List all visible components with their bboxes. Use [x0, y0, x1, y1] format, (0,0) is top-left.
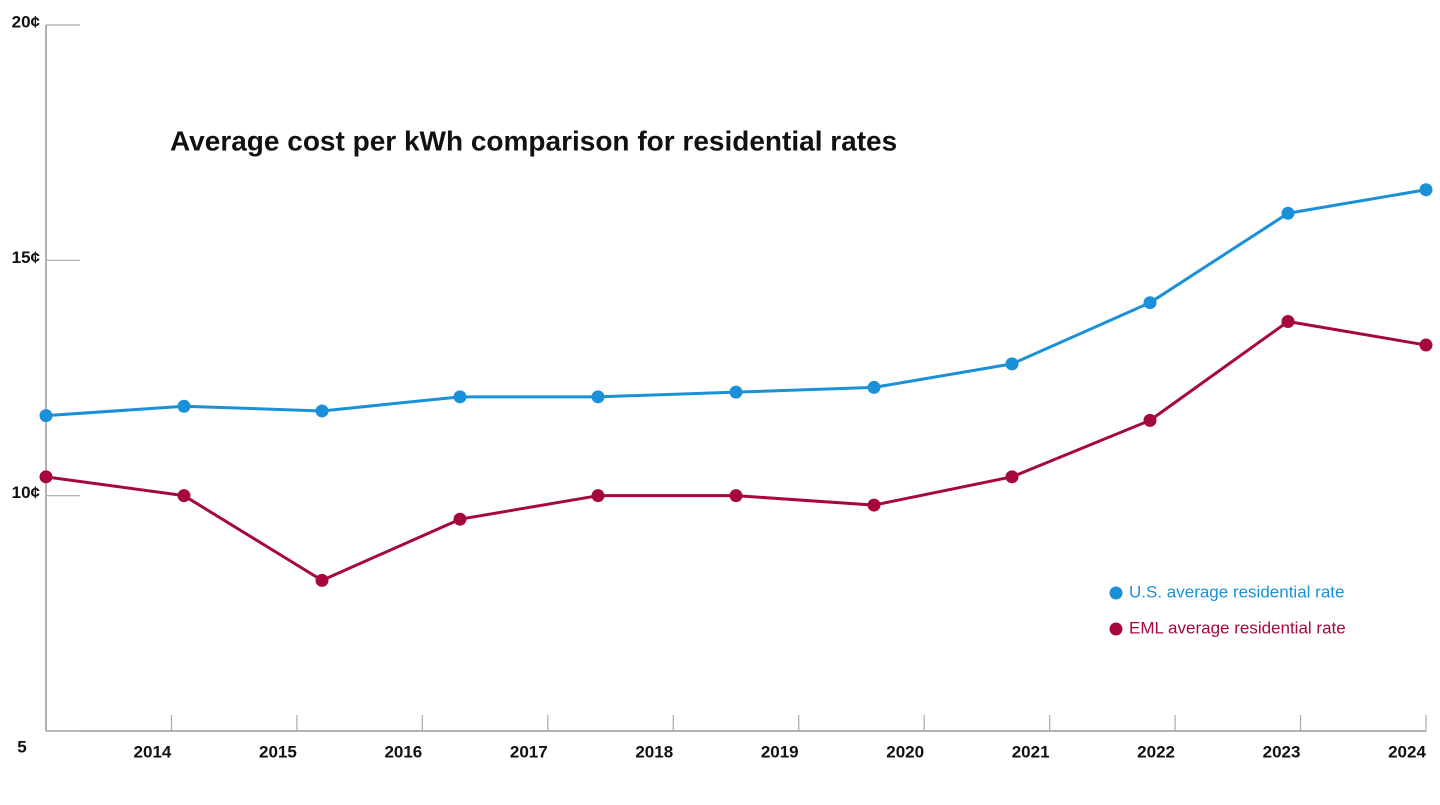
x-tick-label: 2015: [259, 742, 297, 761]
data-point: [315, 404, 329, 418]
legend-marker: [1109, 586, 1123, 600]
x-tick-label: 2016: [384, 742, 422, 761]
y-tick-label: 20¢: [12, 12, 41, 31]
data-point: [177, 399, 191, 413]
x-tick-label: 2018: [635, 742, 673, 761]
data-point: [1005, 357, 1019, 371]
legend-marker: [1109, 622, 1123, 636]
x-tick-label: 2022: [1137, 742, 1175, 761]
data-point: [591, 489, 605, 503]
x-tick-label: 2024: [1388, 742, 1426, 761]
x-tick-label: 2014: [134, 742, 172, 761]
data-point: [867, 498, 881, 512]
series-line: [45, 188, 1427, 418]
data-point: [591, 390, 605, 404]
x-tick-label: 2021: [1012, 742, 1050, 761]
series-line: [45, 320, 1427, 582]
y-tick-label: 5: [17, 737, 26, 756]
data-point: [1281, 206, 1295, 220]
legend-label: U.S. average residential rate: [1129, 582, 1344, 601]
data-point: [39, 409, 53, 423]
x-tick-label: 2020: [886, 742, 924, 761]
data-point: [1419, 183, 1433, 197]
y-tick-label: 15¢: [12, 248, 41, 267]
data-point: [1143, 296, 1157, 310]
data-point: [729, 489, 743, 503]
data-point: [315, 573, 329, 587]
data-point: [1143, 413, 1157, 427]
data-point: [177, 489, 191, 503]
legend-label: EML average residential rate: [1129, 618, 1346, 637]
y-tick-label: 10¢: [12, 483, 41, 502]
data-point: [729, 385, 743, 399]
data-point: [453, 390, 467, 404]
x-tick-label: 2017: [510, 742, 548, 761]
data-point: [453, 512, 467, 526]
data-point: [1419, 338, 1433, 352]
x-tick-label: 2023: [1263, 742, 1301, 761]
data-point: [867, 380, 881, 394]
data-point: [39, 470, 53, 484]
data-point: [1005, 470, 1019, 484]
chart-title: Average cost per kWh comparison for resi…: [170, 125, 897, 156]
x-tick-label: 2019: [761, 742, 799, 761]
data-point: [1281, 315, 1295, 329]
